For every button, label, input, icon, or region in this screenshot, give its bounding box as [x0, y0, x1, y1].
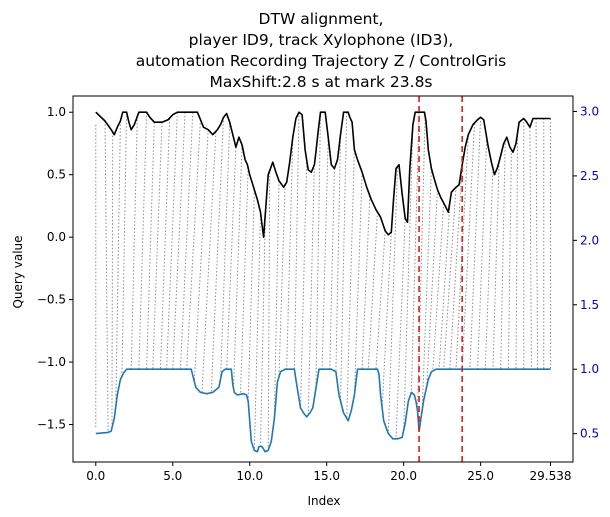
alignment-line-61: [515, 132, 519, 370]
alignment-line-29: [300, 162, 308, 408]
alignment-line-18: [226, 147, 237, 370]
alignment-line-8: [152, 122, 163, 370]
alignment-line-26: [278, 184, 286, 376]
x-tick-label-2: 10.0: [236, 469, 263, 483]
alignment-line-27: [286, 137, 294, 370]
alignment-line-24: [267, 172, 271, 451]
x-tick-label-1: 5.0: [163, 469, 182, 483]
reference-series-line: [95, 368, 551, 453]
alignment-line-36: [346, 149, 355, 419]
alignment-line-15: [201, 132, 217, 393]
x-tick-label-5: 25.0: [467, 469, 494, 483]
axes: 0.0 5.0 10.0 15.0 20.0 25.0 29.538 1.0 0.5 0.0 −0.…: [37, 95, 599, 483]
alignment-line-38: [361, 195, 371, 370]
alignment-line-49: [432, 203, 445, 370]
alignment-line-64: [535, 118, 539, 370]
alignment-line-34: [335, 134, 342, 372]
y-tick-label-1: 0.5: [47, 168, 66, 182]
y2-tick-label-0: 3.0: [580, 104, 599, 118]
alignment-line-11: [172, 112, 186, 370]
title-line-3: automation Recording Trajectory Z / Cont…: [136, 52, 507, 70]
y-axis-label: Query value: [11, 235, 25, 308]
alignment-line-53: [455, 134, 469, 370]
title-line-1: DTW alignment,: [259, 10, 384, 28]
title-line-2: player ID9, track Xylophone (ID3),: [189, 31, 454, 49]
alignment-line-48: [426, 189, 439, 385]
y-tick-label-3: −0.5: [37, 293, 66, 307]
alignment-line-55: [469, 117, 482, 370]
alignment-line-57: [484, 168, 494, 370]
vertical-markers: [418, 96, 463, 462]
alignment-line-28: [293, 112, 300, 370]
alignment-line-16: [210, 117, 225, 393]
x-tick-label-0: 0.0: [86, 469, 105, 483]
y2-tick-label-1: 2.5: [580, 169, 599, 183]
title-line-4: MaxShift:2.8 s at mark 23.8s: [209, 73, 432, 91]
alignment-line-41: [381, 232, 392, 408]
alignment-line-54: [461, 123, 475, 370]
alignment-line-39: [367, 212, 378, 370]
alignment-line-32: [321, 137, 329, 370]
alignment-line-7: [146, 122, 155, 370]
alignment-line-23: [260, 224, 266, 447]
alignment-line-58: [492, 162, 500, 370]
alignment-line-19: [233, 144, 243, 389]
query-series-line: [95, 111, 551, 238]
x-tick-label-3: 15.0: [313, 469, 340, 483]
alignment-line-42: [387, 167, 399, 434]
alignment-line-51: [443, 187, 457, 370]
alignment-line-22: [253, 212, 261, 451]
alignment-line-44: [403, 124, 414, 432]
y2-tick-label-4: 1.0: [580, 362, 599, 376]
alignment-line-10: [166, 112, 178, 370]
alignment-lines: [95, 112, 551, 451]
x-tick-label-6: 29.538: [529, 469, 571, 483]
y-tick-label-5: −1.5: [37, 418, 66, 432]
alignment-line-40: [375, 230, 386, 370]
alignment-line-45: [410, 112, 420, 393]
alignment-line-3: [115, 120, 121, 408]
alignment-line-12: [179, 112, 194, 370]
alignment-line-30: [307, 164, 315, 416]
alignment-line-17: [219, 122, 231, 383]
alignment-line-5: [130, 115, 138, 370]
alignment-line-59: [500, 139, 506, 370]
alignment-line-31: [315, 112, 322, 389]
alignment-line-13: [186, 119, 201, 370]
alignment-line-20: [239, 167, 249, 396]
y2-tick-label-5: 0.5: [580, 427, 599, 441]
plot-frame: [72, 95, 574, 463]
series-layer: [95, 111, 551, 453]
alignment-line-52: [449, 164, 463, 370]
alignment-line-35: [340, 112, 348, 401]
alignment-line-21: [247, 189, 255, 402]
y-tick-label-0: 1.0: [47, 105, 66, 119]
alignment-line-9: [159, 118, 171, 370]
y2-tick-label-3: 1.5: [580, 298, 599, 312]
alignment-line-60: [507, 149, 512, 370]
alignment-line-1: [104, 120, 109, 433]
alignment-line-43: [395, 218, 406, 439]
alignment-line-14: [193, 129, 209, 383]
y-tick-label-2: 0.0: [47, 230, 66, 244]
chart-title: DTW alignment, player ID9, track Xylopho…: [136, 10, 507, 91]
alignment-line-63: [529, 127, 532, 370]
alignment-line-6: [138, 112, 148, 370]
y2-tick-label-2: 2.0: [580, 233, 599, 247]
x-tick-label-4: 20.0: [390, 469, 417, 483]
x-axis-label: Index: [307, 494, 340, 508]
alignment-line-37: [353, 172, 363, 396]
alignment-line-4: [121, 112, 128, 376]
alignment-line-50: [438, 204, 451, 370]
alignment-line-56: [477, 137, 488, 370]
alignment-line-25: [273, 180, 280, 419]
y-tick-label-4: −1.0: [37, 355, 66, 369]
alignment-line-2: [111, 132, 114, 430]
alignment-line-33: [329, 168, 335, 370]
